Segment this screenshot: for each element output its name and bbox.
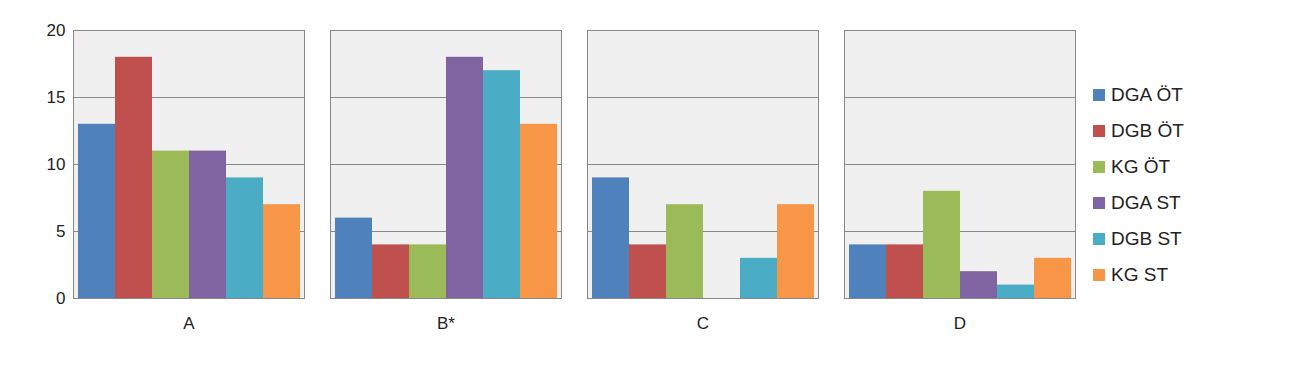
svg-text:10: 10 <box>47 155 66 174</box>
svg-text:0: 0 <box>56 289 65 308</box>
svg-text:C: C <box>697 314 709 333</box>
html-text:DGB ST: DGB ST <box>1111 228 1182 249</box>
svg-text:5: 5 <box>56 222 65 241</box>
svg-text:15: 15 <box>47 88 66 107</box>
html-text:DGB ÖT: DGB ÖT <box>1111 120 1184 141</box>
svg-text:D: D <box>954 314 966 333</box>
svg-text:20: 20 <box>47 21 66 40</box>
html-text:DGA ÖT: DGA ÖT <box>1111 84 1183 105</box>
svg-text:A: A <box>183 314 195 333</box>
html-text:KG ST: KG ST <box>1111 264 1168 285</box>
svg-text:B*: B* <box>437 314 455 333</box>
html-text:KG ÖT: KG ÖT <box>1111 156 1171 177</box>
html-text:DGA ST: DGA ST <box>1111 192 1181 213</box>
